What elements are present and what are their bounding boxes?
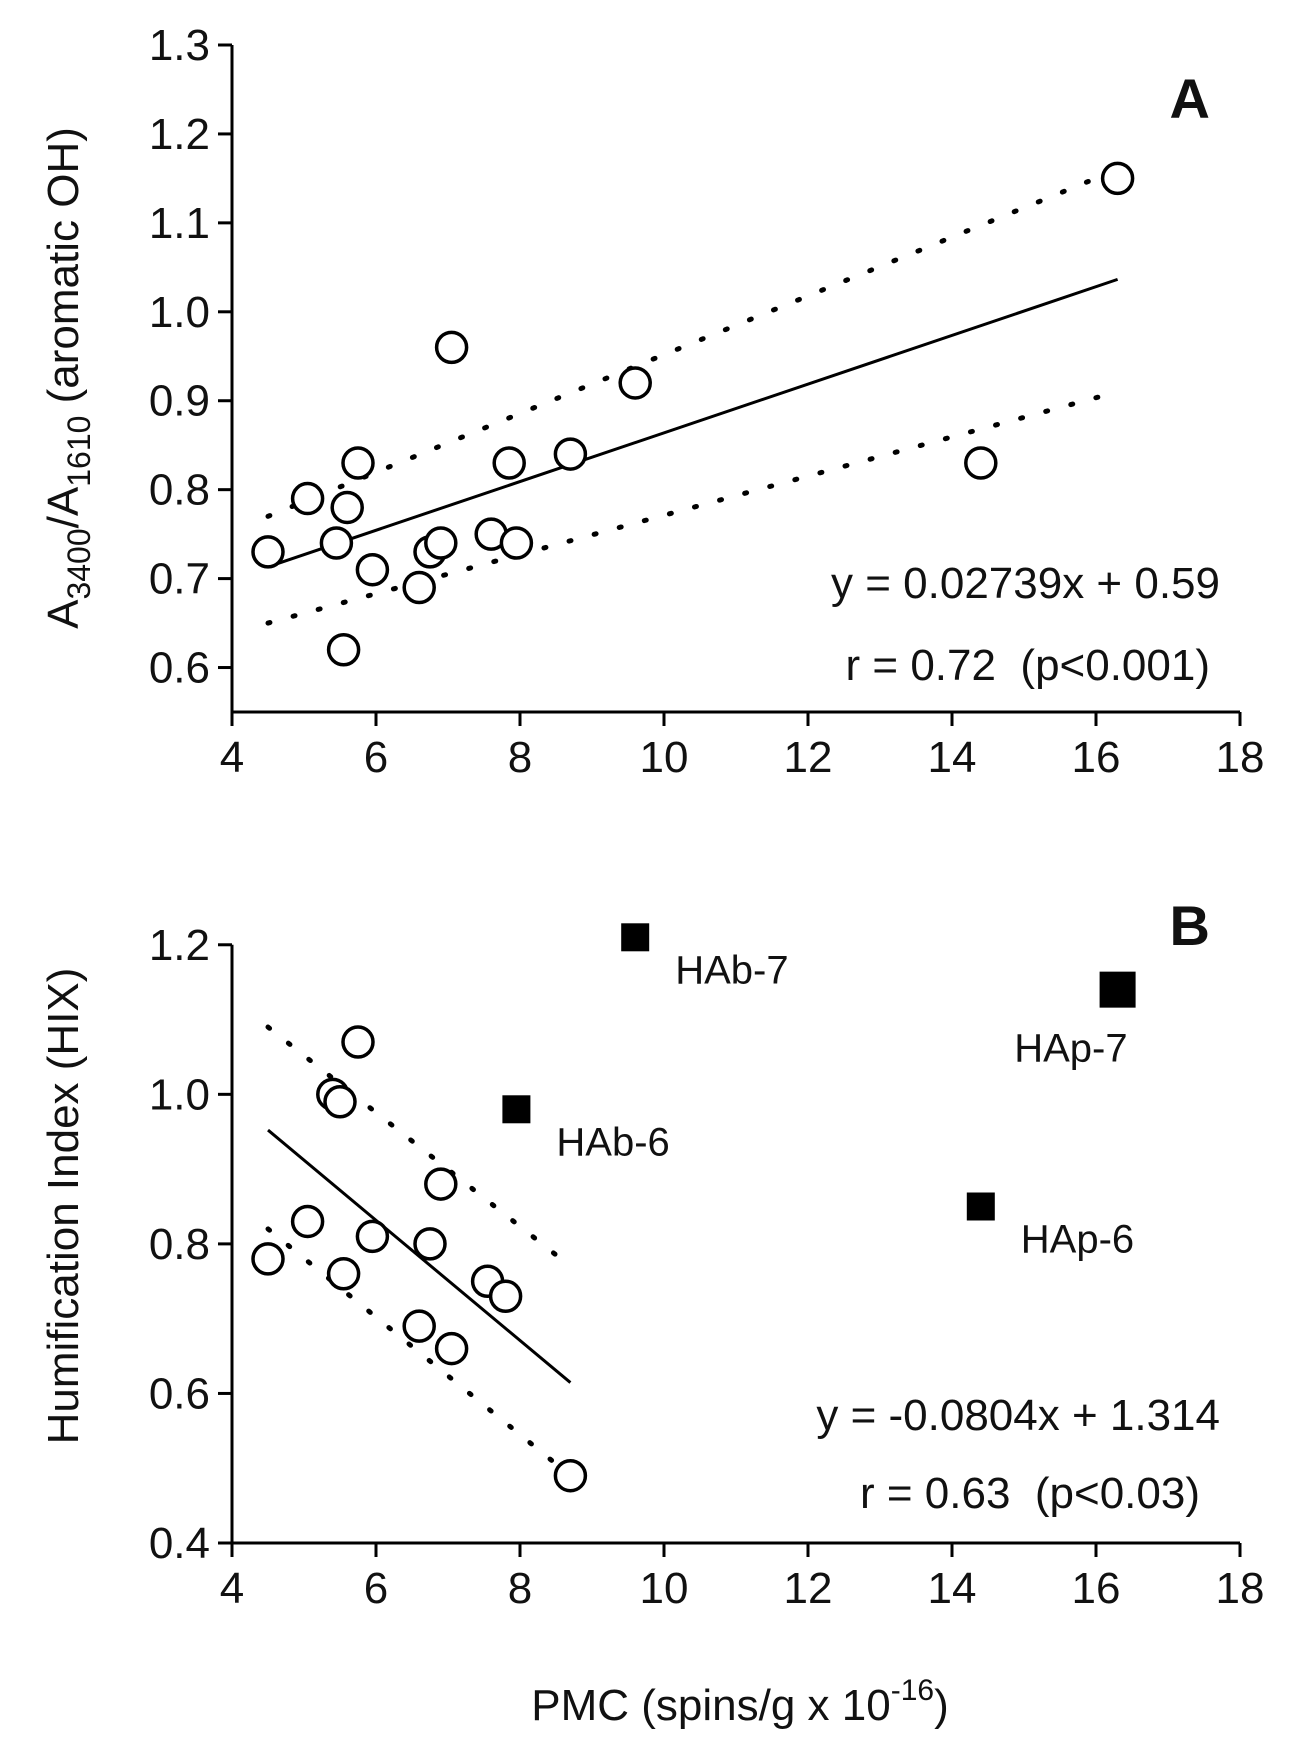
- labeled-data-point: [966, 1192, 995, 1221]
- data-point: [434, 1331, 469, 1366]
- y-tick-label: 0.4: [149, 1519, 210, 1568]
- data-point: [499, 526, 534, 560]
- data-point: [553, 437, 588, 471]
- x-tick-label: 16: [1072, 733, 1121, 782]
- x-tick-label: 14: [928, 733, 977, 782]
- data-point: [251, 535, 285, 569]
- x-tick-label: 16: [1072, 1564, 1121, 1613]
- data-point: [618, 366, 652, 400]
- x-tick-label: 10: [640, 1564, 689, 1613]
- data-point: [413, 1227, 447, 1261]
- data-point: [330, 490, 364, 525]
- data-point: [326, 632, 361, 667]
- x-tick-label: 18: [1216, 1564, 1265, 1613]
- ci-lower-line: [265, 1226, 573, 1479]
- y-axis-label: A3400/A1610 (aromatic OH): [39, 127, 97, 629]
- data-point: [251, 1242, 285, 1276]
- data-point: [402, 570, 436, 605]
- y-tick-label: 0.8: [149, 1220, 210, 1269]
- point-label: HAb-7: [675, 948, 788, 992]
- data-point: [488, 1279, 523, 1313]
- data-point: [319, 526, 354, 560]
- labeled-data-point: [1099, 971, 1136, 1008]
- x-tick-label: 4: [220, 1564, 244, 1613]
- y-tick-label: 0.6: [149, 644, 210, 693]
- data-point: [553, 1458, 588, 1493]
- panel-a: 0.6 0.7 0.8 0.9 1.0 1.1 1.2 1.3 4 6 8 10 12 14 16 18 A34…: [39, 21, 1264, 782]
- x-tick-label: 18: [1216, 733, 1265, 782]
- x-axis-label: PMC (spins/g x 10-16): [531, 1674, 948, 1730]
- data-point: [434, 330, 469, 365]
- y-tick-label: 1.0: [149, 288, 210, 337]
- data-point: [326, 1257, 361, 1291]
- x-tick-label: 10: [640, 733, 689, 782]
- point-label: HAp-7: [1014, 1027, 1127, 1071]
- x-tick-label: 4: [220, 733, 244, 782]
- y-tick-label: 1.2: [149, 921, 210, 970]
- x-axis-label-exponent: -16: [891, 1674, 934, 1707]
- data-point: [355, 552, 390, 587]
- data-point: [290, 481, 325, 516]
- data-point: [341, 1025, 375, 1059]
- point-label: HAb-6: [556, 1120, 669, 1164]
- data-point: [492, 446, 526, 480]
- labeled-data-point: [621, 923, 650, 952]
- correlation-stats: r = 0.63 (p<0.03): [860, 1469, 1200, 1518]
- regression-equation: y = -0.0804x + 1.314: [816, 1391, 1220, 1440]
- regression-equation: y = 0.02739x + 0.59: [831, 559, 1220, 608]
- x-tick-label: 8: [508, 1564, 532, 1613]
- y-tick-label: 1.1: [149, 199, 210, 248]
- y-tick-label: 0.8: [149, 466, 210, 515]
- data-point: [323, 1085, 357, 1119]
- data-point: [290, 1204, 325, 1239]
- data-point: [402, 1309, 436, 1343]
- x-tick-label: 8: [508, 733, 532, 782]
- regression-line: [267, 277, 1119, 569]
- y-tick-label: 0.6: [149, 1369, 210, 1418]
- y-tick-label: 0.9: [149, 377, 210, 426]
- data-point: [424, 1167, 458, 1201]
- panel-letter: B: [1170, 894, 1210, 957]
- y-tick-label: 1.3: [149, 21, 210, 70]
- x-tick-label: 6: [364, 1564, 388, 1613]
- labeled-data-point: [502, 1095, 531, 1124]
- point-label: HAp-6: [1021, 1218, 1134, 1262]
- x-tick-label: 14: [928, 1564, 977, 1613]
- data-point: [341, 446, 375, 480]
- panel-b: 0.4 0.6 0.8 1.0 1.2 4 6 8 10 12 14 16 18 Humification…: [39, 894, 1264, 1613]
- x-tick-label: 12: [784, 733, 833, 782]
- data-point: [1100, 161, 1135, 196]
- y-tick-label: 1.0: [149, 1070, 210, 1119]
- y-tick-label: 1.2: [149, 110, 210, 159]
- data-point: [424, 526, 458, 560]
- data-point: [964, 446, 998, 480]
- y-axis-label: Humification Index (HIX): [39, 968, 88, 1445]
- panel-letter: A: [1170, 67, 1210, 130]
- x-tick-label: 12: [784, 1564, 833, 1613]
- y-tick-label: 0.7: [149, 555, 210, 604]
- x-tick-label: 6: [364, 733, 388, 782]
- correlation-stats: r = 0.72 (p<0.001): [846, 641, 1210, 690]
- ci-lower-line: [265, 389, 1121, 626]
- data-point: [355, 1219, 390, 1254]
